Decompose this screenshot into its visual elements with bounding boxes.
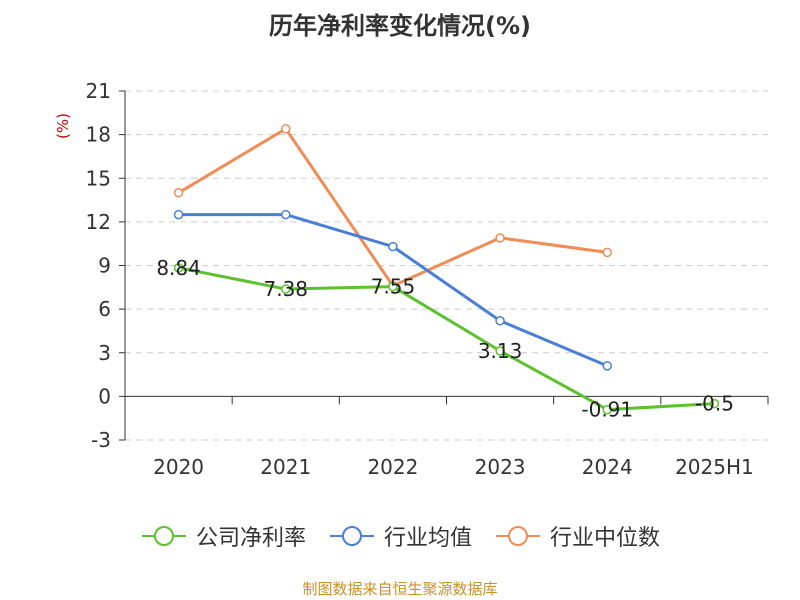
legend-label: 行业均值 — [384, 520, 472, 552]
x-tick-label: 2020 — [153, 455, 204, 479]
y-tick-label: 18 — [86, 123, 111, 147]
y-tick-label: 12 — [86, 210, 111, 234]
data-point — [603, 362, 611, 370]
data-point — [496, 234, 504, 242]
data-label: -0.5 — [695, 392, 734, 416]
data-point — [175, 189, 183, 197]
legend-marker-icon — [140, 525, 188, 547]
source-note: 制图数据来自恒生聚源数据库 — [0, 578, 800, 599]
data-label: 3.13 — [478, 339, 523, 363]
series-line — [179, 129, 608, 286]
data-point — [603, 248, 611, 256]
data-point — [282, 125, 290, 133]
legend-marker-icon — [328, 525, 376, 547]
legend-label: 公司净利率 — [196, 520, 306, 552]
y-tick-label: 9 — [98, 254, 111, 278]
data-point — [389, 243, 397, 251]
x-tick-label: 2024 — [582, 455, 633, 479]
y-tick-label: 21 — [86, 79, 111, 103]
data-label: 8.84 — [156, 256, 201, 280]
legend-label: 行业中位数 — [550, 520, 660, 552]
data-label: 7.38 — [263, 277, 308, 301]
data-point — [282, 211, 290, 219]
y-tick-label: 6 — [98, 297, 111, 321]
x-tick-label: 2025H1 — [675, 455, 754, 479]
legend-item[interactable]: 行业均值 — [328, 520, 472, 552]
legend-item[interactable]: 行业中位数 — [494, 520, 660, 552]
data-label: -0.91 — [581, 398, 633, 422]
x-tick-label: 2023 — [475, 455, 526, 479]
x-tick-label: 2022 — [367, 455, 418, 479]
y-tick-label: 3 — [98, 341, 111, 365]
series-lines — [175, 125, 719, 414]
y-tick-label: 15 — [86, 166, 111, 190]
grid-lines — [125, 91, 768, 440]
data-label: 7.55 — [371, 275, 416, 299]
legend-marker-icon — [494, 525, 542, 547]
chart-legend: 公司净利率 行业均值 行业中位数 — [0, 520, 800, 552]
data-point — [175, 211, 183, 219]
y-tick-label: 0 — [98, 384, 111, 408]
y-tick-label: -3 — [91, 428, 111, 452]
y-axis-label: (%) — [54, 113, 72, 139]
x-tick-label: 2021 — [260, 455, 311, 479]
series-line — [179, 268, 715, 410]
data-point — [496, 317, 504, 325]
legend-item[interactable]: 公司净利率 — [140, 520, 306, 552]
